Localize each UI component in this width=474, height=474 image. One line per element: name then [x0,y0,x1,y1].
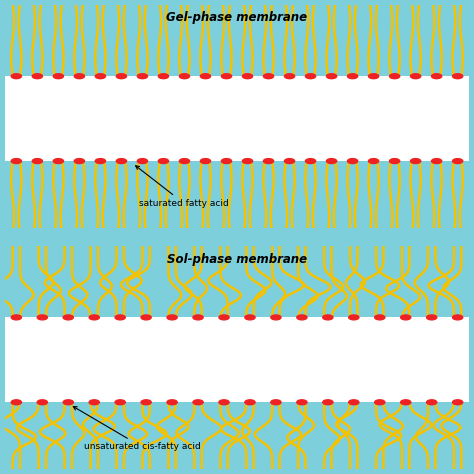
Circle shape [410,159,421,164]
Circle shape [427,315,437,320]
Circle shape [11,400,21,405]
Circle shape [63,315,73,320]
Circle shape [95,159,106,164]
Circle shape [201,74,210,79]
Circle shape [284,159,295,164]
Circle shape [271,315,281,320]
Circle shape [401,315,411,320]
Circle shape [116,159,127,164]
Circle shape [179,74,190,79]
Circle shape [305,74,316,79]
Circle shape [11,159,21,164]
Circle shape [11,74,21,79]
Circle shape [245,315,255,320]
Circle shape [219,400,229,405]
Circle shape [390,74,400,79]
Circle shape [137,159,147,164]
Circle shape [137,74,147,79]
Circle shape [242,74,253,79]
Circle shape [431,159,442,164]
Circle shape [37,315,47,320]
Circle shape [327,74,337,79]
Circle shape [264,159,273,164]
Circle shape [264,74,273,79]
Circle shape [32,74,43,79]
Circle shape [53,74,64,79]
Circle shape [74,74,84,79]
Circle shape [323,315,333,320]
Circle shape [297,315,307,320]
Circle shape [374,315,385,320]
Circle shape [158,159,169,164]
Circle shape [115,400,125,405]
Circle shape [401,400,411,405]
Text: unsaturated cis-fatty acid: unsaturated cis-fatty acid [73,407,201,451]
Circle shape [141,315,151,320]
Circle shape [453,400,463,405]
Circle shape [221,159,232,164]
Circle shape [115,315,125,320]
Circle shape [431,74,442,79]
Circle shape [193,400,203,405]
Circle shape [347,74,358,79]
Circle shape [219,315,229,320]
Circle shape [89,400,100,405]
Circle shape [453,315,463,320]
Circle shape [179,159,190,164]
Circle shape [53,159,64,164]
Circle shape [374,400,385,405]
Circle shape [37,400,47,405]
Circle shape [74,159,84,164]
Circle shape [427,400,437,405]
Circle shape [95,74,106,79]
Circle shape [368,159,379,164]
Circle shape [201,159,210,164]
Circle shape [453,74,463,79]
Circle shape [221,74,232,79]
Circle shape [271,400,281,405]
Circle shape [89,315,100,320]
Circle shape [390,159,400,164]
Text: Gel-phase membrane: Gel-phase membrane [166,11,308,25]
Circle shape [284,74,295,79]
Circle shape [32,159,43,164]
Circle shape [410,74,421,79]
Circle shape [193,315,203,320]
Text: Sol-phase membrane: Sol-phase membrane [167,253,307,265]
Circle shape [368,74,379,79]
Circle shape [141,400,151,405]
Circle shape [323,400,333,405]
Circle shape [347,159,358,164]
Circle shape [242,159,253,164]
Circle shape [327,159,337,164]
Circle shape [116,74,127,79]
Circle shape [245,400,255,405]
Circle shape [349,315,359,320]
Bar [5,318,469,402]
Circle shape [167,400,177,405]
Circle shape [453,159,463,164]
Circle shape [63,400,73,405]
Circle shape [349,400,359,405]
Circle shape [297,400,307,405]
Bar [5,76,469,161]
Circle shape [305,159,316,164]
Circle shape [167,315,177,320]
Circle shape [158,74,169,79]
Circle shape [11,315,21,320]
Text: saturated fatty acid: saturated fatty acid [136,166,229,208]
